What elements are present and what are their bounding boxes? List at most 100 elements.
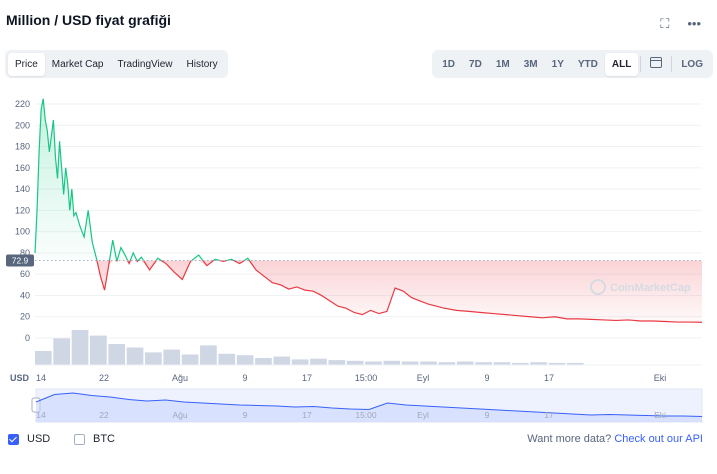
- volume-bar: [493, 362, 511, 365]
- y-tick-label: 140: [15, 184, 30, 194]
- volume-bar: [126, 347, 144, 365]
- btc-toggle[interactable]: BTC: [74, 433, 115, 445]
- range-ytd[interactable]: YTD: [577, 58, 598, 70]
- watermark-text: CoinMarketCap: [610, 282, 691, 294]
- page-title: Million / USD fiyat grafiği: [6, 12, 171, 28]
- volume-bar: [456, 361, 474, 365]
- x-tick-label: 22: [99, 373, 109, 383]
- x-tick-label: 15:00: [355, 373, 378, 383]
- chart-tabs: Price Market Cap TradingView History: [5, 50, 228, 78]
- currency-axis-label: USD: [10, 373, 30, 383]
- range-all[interactable]: ALL: [604, 52, 639, 76]
- btc-label: BTC: [93, 433, 115, 445]
- navigator-tick-label: 17: [302, 410, 312, 420]
- y-tick-label: 0: [25, 333, 30, 343]
- volume-bar: [566, 362, 584, 365]
- volume-bar: [365, 361, 382, 365]
- range-3m[interactable]: 3M: [523, 58, 538, 70]
- volume-bar: [530, 362, 547, 365]
- y-tick-label: 220: [15, 99, 30, 109]
- volume-bar: [346, 360, 364, 365]
- volume-bar: [273, 356, 291, 365]
- calendar-button[interactable]: [643, 51, 669, 77]
- volume-bar: [236, 355, 254, 365]
- x-tick-label: Eki: [654, 373, 667, 383]
- volume-bar: [420, 361, 437, 365]
- navigator-tick-label: Ağu: [172, 410, 187, 420]
- volume-bar: [35, 351, 52, 365]
- divider: [671, 56, 673, 72]
- volume-bar: [328, 360, 346, 365]
- y-tick-label: 120: [15, 205, 30, 215]
- price-line-above: [34, 98, 251, 261]
- tab-market-cap[interactable]: Market Cap: [51, 58, 104, 70]
- tab-history[interactable]: History: [186, 58, 218, 70]
- footer: USD BTC Want more data? Check out our AP…: [0, 428, 717, 450]
- green-area: [35, 98, 702, 261]
- volume-bar: [163, 349, 181, 365]
- navigator-tick-label: 9: [485, 410, 490, 420]
- y-tick-label: 160: [15, 163, 30, 173]
- range-7d[interactable]: 7D: [469, 58, 482, 70]
- navigator-line: [35, 392, 703, 417]
- navigator-tick-label: Eki: [654, 410, 666, 420]
- volume-bar: [200, 345, 217, 365]
- range-1d[interactable]: 1D: [442, 58, 456, 70]
- fullscreen-icon[interactable]: ⛶: [660, 16, 670, 31]
- navigator-area: [36, 393, 702, 422]
- x-tick-label: 17: [302, 373, 312, 383]
- usd-label: USD: [27, 433, 51, 445]
- api-link[interactable]: Check out our API: [614, 433, 703, 445]
- x-tick-label: Eyl: [417, 373, 430, 383]
- y-tick-label: 180: [15, 142, 30, 152]
- api-promo: Want more data? Check out our API: [527, 433, 703, 445]
- top-icons: ⛶ •••: [660, 16, 701, 32]
- x-tick-label: 9: [484, 373, 489, 383]
- tab-price[interactable]: Price: [8, 52, 45, 76]
- volume-bar: [438, 362, 456, 365]
- volume-bar: [90, 335, 107, 365]
- volume-bar: [53, 338, 71, 365]
- volume-bar: [548, 362, 566, 365]
- api-text: Want more data?: [527, 433, 615, 445]
- volume-bar: [475, 362, 492, 365]
- red-area: [35, 260, 702, 323]
- more-icon[interactable]: •••: [687, 16, 701, 31]
- price-line-below: [96, 260, 703, 323]
- usd-checkbox[interactable]: [8, 433, 19, 445]
- x-tick-label: 14: [36, 373, 46, 383]
- x-tick-label: 9: [242, 373, 247, 383]
- y-tick-label: 100: [15, 227, 30, 237]
- y-tick-label: 200: [15, 120, 30, 130]
- y-tick-label: 40: [20, 290, 30, 300]
- navigator-tick-label: 9: [243, 410, 248, 420]
- navigator-tick-label: Eyl: [417, 410, 429, 420]
- btc-checkbox[interactable]: [74, 433, 85, 445]
- y-tick-label: 80: [20, 248, 30, 258]
- watermark: CoinMarketCap: [590, 279, 691, 295]
- volume-bar: [181, 354, 199, 365]
- tab-tradingview[interactable]: TradingView: [117, 58, 173, 70]
- y-tick-label: 60: [20, 269, 30, 279]
- current-price-badge: [6, 254, 34, 267]
- watermark-logo-icon: [590, 279, 606, 295]
- navigator-tick-label: 14: [36, 410, 46, 420]
- volume-bar: [310, 358, 327, 365]
- volume-bar: [255, 358, 272, 365]
- volume-bar: [145, 352, 162, 365]
- log-button[interactable]: LOG: [681, 58, 703, 70]
- navigator-tick-label: 22: [99, 410, 109, 420]
- volume-bar: [511, 362, 529, 365]
- volume-bar: [291, 359, 309, 365]
- price-chart[interactable]: 0 20 40 60 80 100 120 140 160 180 200 220 CoinMarket…: [0, 0, 717, 428]
- volume-bar: [108, 344, 126, 365]
- divider: [640, 56, 642, 72]
- calendar-icon: [650, 57, 663, 68]
- navigator-tick-label: 15:00: [355, 410, 377, 420]
- volume-bar: [383, 360, 401, 365]
- range-1m[interactable]: 1M: [495, 58, 510, 70]
- x-tick-label: 17: [544, 373, 554, 383]
- range-selector: 1D 7D 1M 3M 1Y YTD ALL LOG: [432, 50, 713, 78]
- usd-toggle[interactable]: USD: [8, 433, 50, 445]
- range-1y[interactable]: 1Y: [551, 58, 564, 70]
